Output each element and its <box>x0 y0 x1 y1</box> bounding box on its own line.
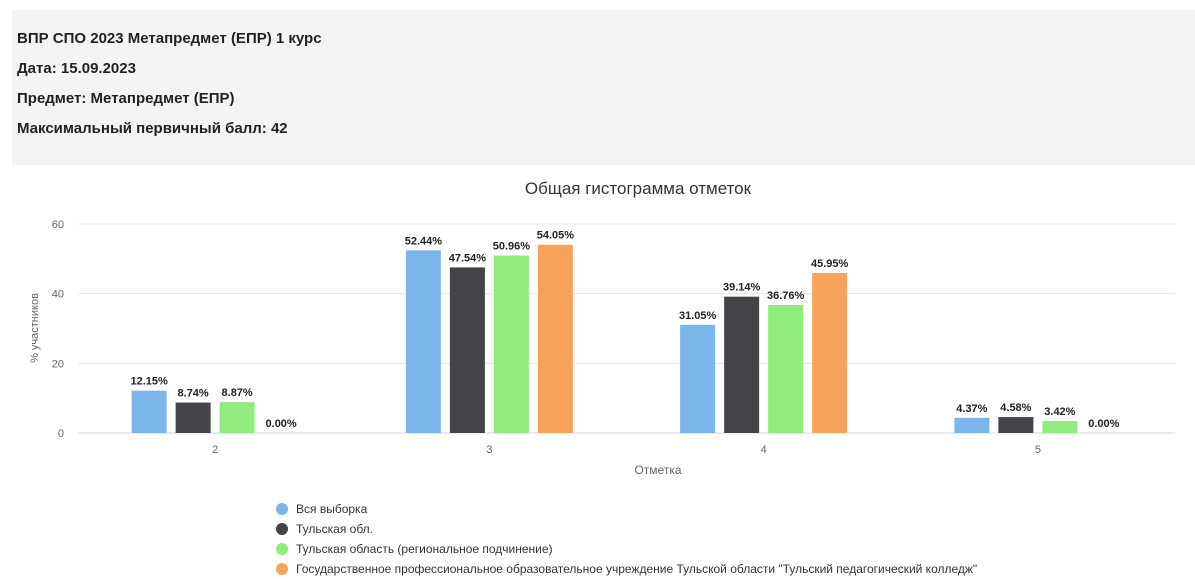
bar[interactable] <box>954 417 990 433</box>
report-title: ВПР СПО 2023 Метапредмет (ЕПР) 1 курс <box>17 30 322 47</box>
data-label: 54.05% <box>537 230 575 242</box>
data-label: 12.15% <box>130 376 168 388</box>
chart-legend: Вся выборка Тульская обл. Тульская область… <box>276 499 977 579</box>
bar[interactable] <box>537 244 573 433</box>
legend-item[interactable]: Государственное профессиональное образов… <box>276 559 977 579</box>
legend-label: Вся выборка <box>296 502 368 516</box>
data-label: 31.05% <box>679 310 717 322</box>
bar[interactable] <box>812 272 848 433</box>
legend-label: Тульская обл. <box>296 522 374 536</box>
y-tick-label: 20 <box>52 358 64 370</box>
data-label: 8.74% <box>178 388 209 400</box>
legend-marker <box>276 543 288 555</box>
bar[interactable] <box>680 324 716 433</box>
report-subject: Предмет: Метапредмет (ЕПР) <box>17 90 235 107</box>
data-label: 8.87% <box>222 387 253 399</box>
bar[interactable] <box>724 296 760 433</box>
legend-label: Государственное профессиональное образов… <box>296 562 978 576</box>
legend-marker <box>276 563 288 575</box>
data-label: 45.95% <box>811 258 849 270</box>
histogram-chart: Общая гистограмма отметок 0 20 40 60 2 12.15… <box>29 179 1175 477</box>
y-tick-label: 60 <box>52 219 64 231</box>
legend-item[interactable]: Вся выборка <box>276 499 977 519</box>
legend-item[interactable]: Тульская область (региональное подчинени… <box>276 539 977 559</box>
info-panel <box>12 10 1195 165</box>
x-tick-label: 4 <box>761 444 767 456</box>
legend-marker <box>276 523 288 535</box>
bar[interactable] <box>998 417 1034 433</box>
data-label: 0.00% <box>266 418 297 430</box>
legend-label: Тульская область (региональное подчинени… <box>296 542 553 556</box>
x-axis-label: Отметка <box>634 463 681 477</box>
bar[interactable] <box>405 250 441 433</box>
bar[interactable] <box>768 304 804 433</box>
x-tick-label: 5 <box>1035 444 1041 456</box>
data-label: 0.00% <box>1088 418 1119 430</box>
bar[interactable] <box>493 255 529 433</box>
y-axis-label: % участников <box>29 293 41 363</box>
bar[interactable] <box>131 390 167 433</box>
bar[interactable] <box>219 402 255 433</box>
legend-item[interactable]: Тульская обл. <box>276 519 977 539</box>
data-label: 47.54% <box>449 252 487 264</box>
data-label: 3.42% <box>1044 406 1075 418</box>
data-label: 36.76% <box>767 290 805 302</box>
legend-marker <box>276 503 288 515</box>
data-label: 39.14% <box>723 282 761 294</box>
report-max-score: Максимальный первичный балл: 42 <box>17 120 288 137</box>
y-tick-label: 0 <box>58 428 64 440</box>
x-tick-label: 3 <box>486 444 492 456</box>
data-label: 50.96% <box>493 240 531 252</box>
data-label: 52.44% <box>405 235 443 247</box>
data-label: 4.58% <box>1000 402 1031 414</box>
data-label: 4.37% <box>956 403 987 415</box>
bar[interactable] <box>175 402 211 433</box>
bar[interactable] <box>449 267 485 433</box>
bar[interactable] <box>1042 421 1078 433</box>
x-tick-label: 2 <box>212 444 218 456</box>
y-tick-label: 40 <box>52 289 64 301</box>
chart-title: Общая гистограмма отметок <box>525 179 752 198</box>
report-date: Дата: 15.09.2023 <box>17 60 136 77</box>
